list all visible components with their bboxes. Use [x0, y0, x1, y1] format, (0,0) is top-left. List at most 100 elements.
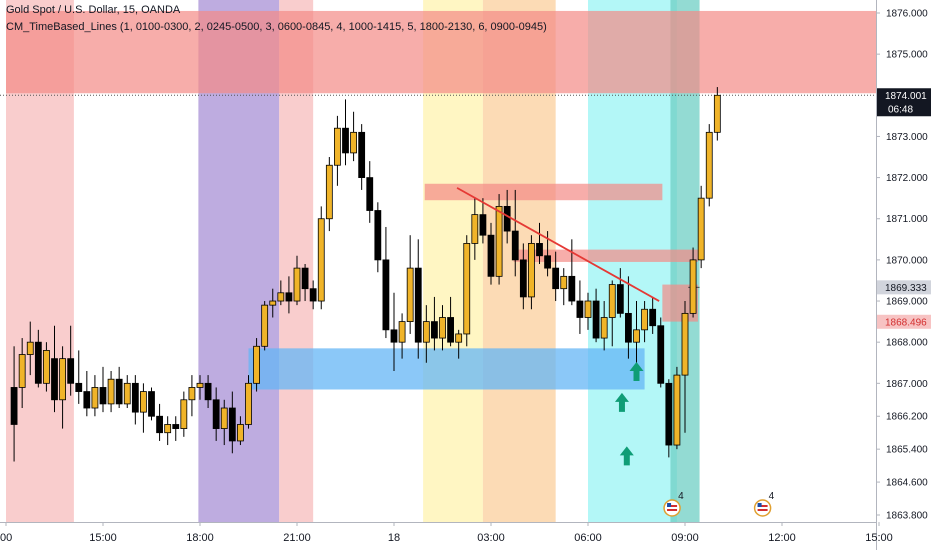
symbol-title[interactable]: Gold Spot / U.S. Dollar, 15, OANDA: [6, 4, 181, 16]
candle-31[interactable]: [261, 301, 269, 351]
candle-54[interactable]: [447, 296, 454, 347]
candle-20[interactable]: [172, 416, 180, 441]
candle-77[interactable]: [633, 301, 640, 367]
trendline-segment[interactable]: [456, 187, 660, 302]
candle-19[interactable]: [164, 416, 172, 446]
candle-35[interactable]: [293, 255, 301, 306]
candle-78[interactable]: [641, 301, 648, 343]
candles[interactable]: [10, 87, 721, 462]
candle-82[interactable]: [673, 366, 681, 450]
candle-63[interactable]: [519, 243, 527, 310]
y-tick-label: 1864.600: [886, 478, 928, 489]
candle-10[interactable]: [91, 375, 99, 417]
candle-15[interactable]: [131, 375, 139, 425]
candle-7[interactable]: [67, 325, 75, 396]
candle-39[interactable]: [325, 157, 333, 232]
candle-1[interactable]: [18, 338, 26, 409]
indicator-legend[interactable]: CM_TimeBased_Lines (1, 0100-0300, 2, 024…: [6, 21, 547, 33]
candle-8[interactable]: [75, 350, 83, 404]
candle-83[interactable]: [681, 301, 689, 433]
candle-67[interactable]: [552, 251, 560, 302]
candle-18[interactable]: [156, 403, 163, 441]
candle-37[interactable]: [309, 280, 317, 310]
time-axis[interactable]: 00 15:00 18:00 21:00 18 03:00 06:00 09:00 12:00 1…: [0, 522, 893, 550]
candle-68[interactable]: [560, 268, 568, 306]
candle-85[interactable]: [697, 185, 705, 269]
candle-62[interactable]: [511, 189, 519, 277]
candle-81[interactable]: [665, 379, 673, 458]
candle-14[interactable]: [123, 375, 131, 409]
candle-43[interactable]: [358, 124, 366, 190]
candle-26[interactable]: [220, 399, 228, 446]
candle-72[interactable]: [592, 288, 600, 343]
candle-6[interactable]: [59, 346, 66, 429]
candle-9[interactable]: [83, 370, 91, 417]
candle-64[interactable]: [528, 235, 535, 310]
candle-45[interactable]: [374, 202, 382, 273]
candle-5[interactable]: [51, 325, 58, 413]
candle-53[interactable]: [439, 305, 446, 351]
candle-70[interactable]: [576, 280, 584, 334]
candle-87[interactable]: [713, 87, 721, 141]
candle-38[interactable]: [317, 206, 325, 310]
candle-50[interactable]: [414, 239, 422, 359]
economic-event-marker[interactable]: 4: [663, 491, 684, 517]
candle-17[interactable]: [148, 387, 155, 421]
candle-32[interactable]: [269, 288, 277, 318]
candle-41[interactable]: [342, 99, 349, 166]
candle-73[interactable]: [600, 301, 608, 351]
candle-75[interactable]: [616, 268, 624, 318]
candle-57[interactable]: [471, 198, 479, 260]
candle-59[interactable]: [487, 222, 495, 285]
candle-0[interactable]: [10, 346, 18, 462]
candle-23[interactable]: [196, 375, 204, 400]
candle-74[interactable]: [608, 280, 616, 347]
trendline[interactable]: [456, 187, 660, 302]
candle-4[interactable]: [43, 342, 50, 392]
candle-12[interactable]: [107, 370, 115, 413]
candle-40[interactable]: [334, 115, 341, 186]
y-tick-label: 1876.000: [886, 9, 928, 20]
candle-46[interactable]: [382, 226, 390, 339]
candle-80[interactable]: [657, 317, 665, 388]
candle-71[interactable]: [584, 292, 592, 330]
candle-24[interactable]: [204, 375, 212, 409]
candle-25[interactable]: [212, 387, 220, 441]
price-axis[interactable]: 1876.0001875.0001874.0001873.0001872.000…: [876, 0, 932, 550]
candle-2[interactable]: [26, 321, 34, 376]
economic-event-marker[interactable]: 4: [753, 491, 775, 517]
candle-11[interactable]: [99, 366, 107, 413]
candle-79[interactable]: [649, 296, 657, 334]
candle-27[interactable]: [228, 391, 236, 454]
candle-16[interactable]: [140, 383, 147, 433]
candle-86[interactable]: [705, 124, 713, 207]
candle-84[interactable]: [689, 247, 697, 318]
candle-33[interactable]: [277, 280, 285, 306]
candle-21[interactable]: [180, 391, 188, 437]
candle-65[interactable]: [536, 222, 543, 264]
candle-29[interactable]: [245, 375, 252, 429]
candle-44[interactable]: [366, 161, 374, 223]
candle-60[interactable]: [495, 194, 503, 285]
candle-28[interactable]: [237, 416, 244, 446]
candle-30[interactable]: [253, 338, 260, 392]
candle-13[interactable]: [115, 366, 123, 409]
candle-51[interactable]: [422, 305, 430, 363]
candle-36[interactable]: [301, 264, 309, 302]
candle-76[interactable]: [625, 276, 632, 359]
candle-58[interactable]: [479, 198, 487, 244]
candle-56[interactable]: [463, 235, 471, 347]
candle-3[interactable]: [34, 329, 42, 388]
candle-34[interactable]: [285, 276, 293, 314]
y-tick-label: 1872.000: [886, 173, 928, 184]
candle-49[interactable]: [406, 235, 414, 334]
candle-48[interactable]: [398, 313, 406, 359]
candle-42[interactable]: [350, 111, 357, 162]
candle-47[interactable]: [390, 292, 398, 371]
candle-22[interactable]: [188, 375, 196, 417]
candle-55[interactable]: [455, 329, 463, 359]
candle-69[interactable]: [568, 239, 576, 306]
candle-52[interactable]: [431, 296, 438, 351]
